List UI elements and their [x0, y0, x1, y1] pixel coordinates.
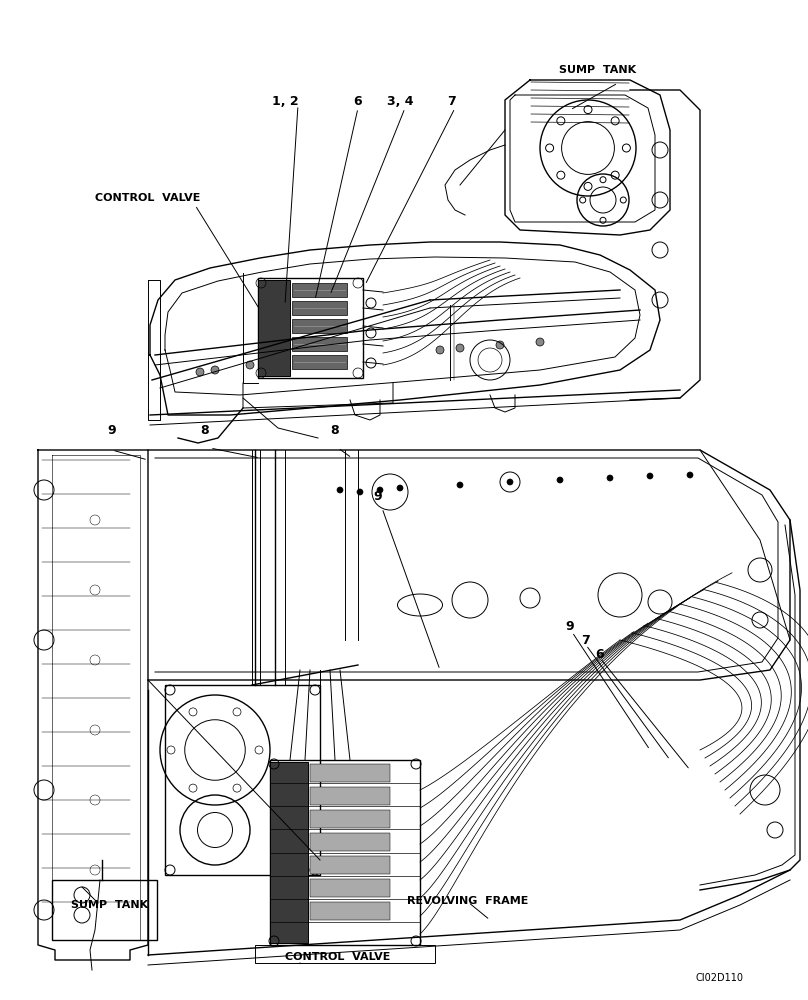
Circle shape [246, 361, 254, 369]
Circle shape [647, 473, 653, 479]
Bar [310, 902, 390, 920]
Bar [310, 833, 390, 851]
Text: CONTROL  VALVE: CONTROL VALVE [285, 952, 391, 962]
Text: 6: 6 [595, 648, 604, 661]
Text: REVOLVING  FRAME: REVOLVING FRAME [407, 896, 528, 906]
Text: SUMP  TANK: SUMP TANK [71, 900, 149, 910]
Text: 1, 2: 1, 2 [271, 95, 298, 108]
Text: 7: 7 [581, 634, 589, 647]
Circle shape [357, 489, 363, 495]
Text: SUMP  TANK: SUMP TANK [559, 65, 637, 75]
Bar [258, 278, 363, 378]
Text: CONTROL  VALVE: CONTROL VALVE [95, 193, 200, 203]
Circle shape [196, 368, 204, 376]
Bar [292, 301, 347, 315]
Circle shape [496, 341, 504, 349]
Circle shape [211, 366, 219, 374]
Bar [310, 879, 390, 897]
Circle shape [557, 477, 563, 483]
Circle shape [377, 487, 383, 493]
Bar [52, 880, 157, 940]
Bar [310, 764, 390, 782]
Bar [270, 762, 308, 943]
Bar [310, 856, 390, 874]
Circle shape [507, 479, 513, 485]
Circle shape [607, 475, 613, 481]
Text: 9: 9 [566, 620, 574, 633]
Bar [255, 945, 435, 963]
Circle shape [687, 472, 693, 478]
Circle shape [436, 346, 444, 354]
Text: 3, 4: 3, 4 [387, 95, 413, 108]
Text: CI02D110: CI02D110 [696, 973, 744, 983]
Text: 9: 9 [107, 424, 116, 437]
Circle shape [457, 482, 463, 488]
Bar [292, 337, 347, 351]
Bar [310, 787, 390, 805]
Circle shape [337, 487, 343, 493]
Bar [270, 760, 420, 945]
Bar [165, 685, 320, 875]
Text: 7: 7 [448, 95, 457, 108]
Circle shape [397, 485, 403, 491]
Bar [310, 810, 390, 828]
Text: 6: 6 [354, 95, 362, 108]
Circle shape [456, 344, 464, 352]
Bar [292, 283, 347, 297]
Text: 8: 8 [330, 424, 339, 437]
Text: 8: 8 [200, 424, 209, 437]
Text: 9: 9 [373, 490, 382, 503]
Bar [258, 280, 290, 376]
Bar [292, 355, 347, 369]
Bar [292, 319, 347, 333]
Circle shape [536, 338, 544, 346]
